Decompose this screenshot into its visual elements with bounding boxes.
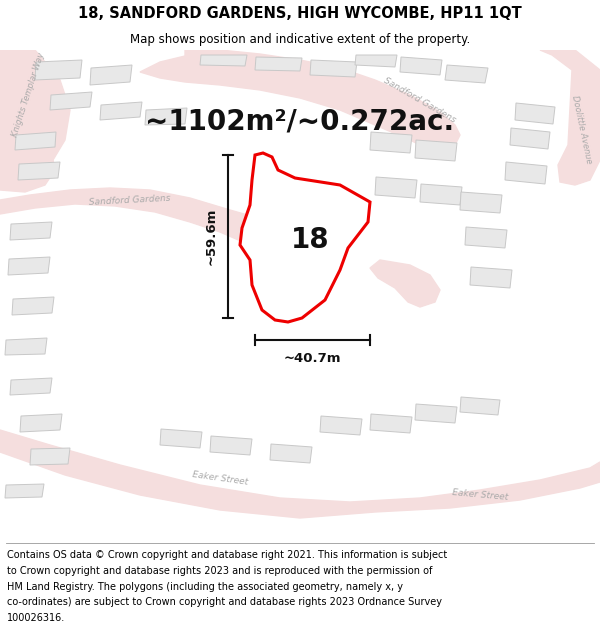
Polygon shape (30, 448, 70, 465)
Polygon shape (20, 414, 62, 432)
Polygon shape (320, 416, 362, 435)
Polygon shape (505, 162, 547, 184)
Polygon shape (12, 297, 54, 315)
Text: 18, SANDFORD GARDENS, HIGH WYCOMBE, HP11 1QT: 18, SANDFORD GARDENS, HIGH WYCOMBE, HP11… (78, 6, 522, 21)
Polygon shape (515, 103, 555, 124)
Polygon shape (90, 65, 132, 85)
Polygon shape (370, 260, 440, 307)
Text: ~59.6m: ~59.6m (205, 208, 218, 265)
Polygon shape (355, 55, 397, 67)
Polygon shape (510, 128, 550, 149)
Polygon shape (10, 222, 52, 240)
Polygon shape (18, 162, 60, 180)
Polygon shape (370, 414, 412, 433)
Polygon shape (8, 257, 50, 275)
Text: Knights Templar Way: Knights Templar Way (10, 52, 46, 138)
Polygon shape (370, 132, 412, 153)
Polygon shape (160, 429, 202, 448)
Polygon shape (5, 338, 47, 355)
Text: to Crown copyright and database rights 2023 and is reproduced with the permissio: to Crown copyright and database rights 2… (7, 566, 433, 576)
Polygon shape (100, 102, 142, 120)
Polygon shape (460, 192, 502, 213)
Text: ~1102m²/~0.272ac.: ~1102m²/~0.272ac. (145, 108, 455, 136)
Text: 18: 18 (290, 226, 329, 254)
Text: ~40.7m: ~40.7m (284, 352, 341, 365)
Polygon shape (10, 378, 52, 395)
Polygon shape (140, 50, 460, 155)
Polygon shape (470, 267, 512, 288)
Polygon shape (15, 132, 56, 150)
Polygon shape (0, 430, 600, 518)
Polygon shape (240, 153, 370, 322)
Polygon shape (445, 65, 488, 83)
Polygon shape (400, 57, 442, 75)
Text: Eaker Street: Eaker Street (452, 488, 508, 502)
Polygon shape (270, 444, 312, 463)
Polygon shape (0, 188, 290, 252)
Polygon shape (420, 184, 462, 205)
Polygon shape (310, 60, 357, 77)
Text: Sandford Gardens: Sandford Gardens (89, 193, 171, 207)
Polygon shape (210, 436, 252, 455)
Polygon shape (460, 397, 500, 415)
Text: HM Land Registry. The polygons (including the associated geometry, namely x, y: HM Land Registry. The polygons (includin… (7, 582, 403, 592)
Polygon shape (540, 50, 600, 185)
Polygon shape (415, 404, 457, 423)
Polygon shape (0, 50, 70, 180)
Text: 100026316.: 100026316. (7, 613, 65, 623)
Text: co-ordinates) are subject to Crown copyright and database rights 2023 Ordnance S: co-ordinates) are subject to Crown copyr… (7, 598, 442, 608)
Polygon shape (375, 177, 417, 198)
Polygon shape (0, 120, 55, 192)
Polygon shape (145, 108, 187, 125)
Polygon shape (465, 227, 507, 248)
Polygon shape (200, 55, 247, 66)
Text: Doolittle Avenue: Doolittle Avenue (571, 95, 593, 165)
Polygon shape (415, 140, 457, 161)
Polygon shape (35, 60, 82, 80)
Polygon shape (255, 57, 302, 71)
Text: Eaker Street: Eaker Street (191, 469, 248, 486)
Polygon shape (285, 228, 330, 245)
Text: Sandford Gardens: Sandford Gardens (382, 76, 458, 124)
Polygon shape (5, 484, 44, 498)
Polygon shape (50, 92, 92, 110)
Text: Map shows position and indicative extent of the property.: Map shows position and indicative extent… (130, 32, 470, 46)
Text: Contains OS data © Crown copyright and database right 2021. This information is : Contains OS data © Crown copyright and d… (7, 550, 448, 560)
